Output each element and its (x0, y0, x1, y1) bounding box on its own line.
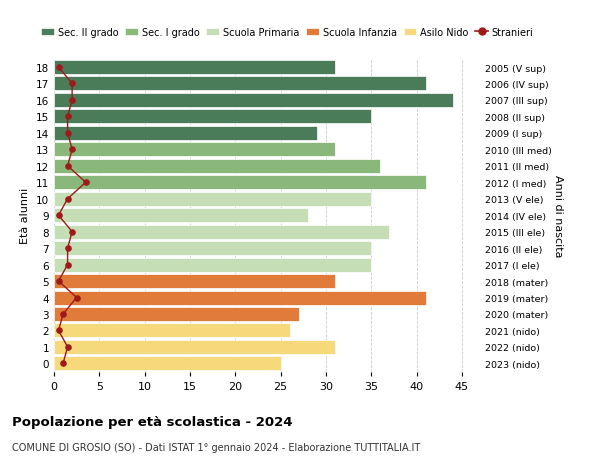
Bar (54, 340, 335, 354)
Point (67, 146, 77, 154)
Bar (54, 308, 299, 321)
Y-axis label: Anni di nascita: Anni di nascita (553, 174, 563, 257)
Bar (54, 110, 371, 124)
Point (63, 196, 73, 203)
Point (63, 245, 73, 252)
Point (58, 360, 68, 367)
Point (63, 343, 73, 351)
Bar (54, 143, 335, 157)
Point (54, 278, 64, 285)
Point (54, 64, 64, 72)
Point (58, 311, 68, 318)
Point (72, 294, 82, 302)
Bar (54, 176, 425, 190)
Bar (54, 241, 371, 256)
Y-axis label: Età alunni: Età alunni (20, 188, 31, 244)
Bar (54, 357, 281, 370)
Bar (54, 209, 308, 223)
Point (63, 113, 73, 121)
Point (67, 81, 77, 88)
Bar (54, 225, 389, 239)
Bar (54, 258, 371, 272)
Bar (54, 94, 453, 108)
Point (54, 212, 64, 219)
Point (67, 229, 77, 236)
Point (63, 130, 73, 137)
Point (63, 261, 73, 269)
Text: Popolazione per età scolastica - 2024: Popolazione per età scolastica - 2024 (12, 415, 293, 428)
Point (81, 179, 91, 186)
Bar (54, 77, 425, 91)
Point (63, 163, 73, 170)
Text: COMUNE DI GROSIO (SO) - Dati ISTAT 1° gennaio 2024 - Elaborazione TUTTITALIA.IT: COMUNE DI GROSIO (SO) - Dati ISTAT 1° ge… (12, 442, 420, 452)
Point (67, 97, 77, 104)
Legend: Sec. II grado, Sec. I grado, Scuola Primaria, Scuola Infanzia, Asilo Nido, Stran: Sec. II grado, Sec. I grado, Scuola Prim… (38, 24, 538, 42)
Bar (54, 291, 425, 305)
Bar (54, 192, 371, 206)
Point (54, 327, 64, 335)
Bar (54, 61, 335, 75)
Bar (54, 324, 290, 338)
Bar (54, 159, 380, 174)
Bar (54, 127, 317, 140)
Bar (54, 274, 335, 288)
